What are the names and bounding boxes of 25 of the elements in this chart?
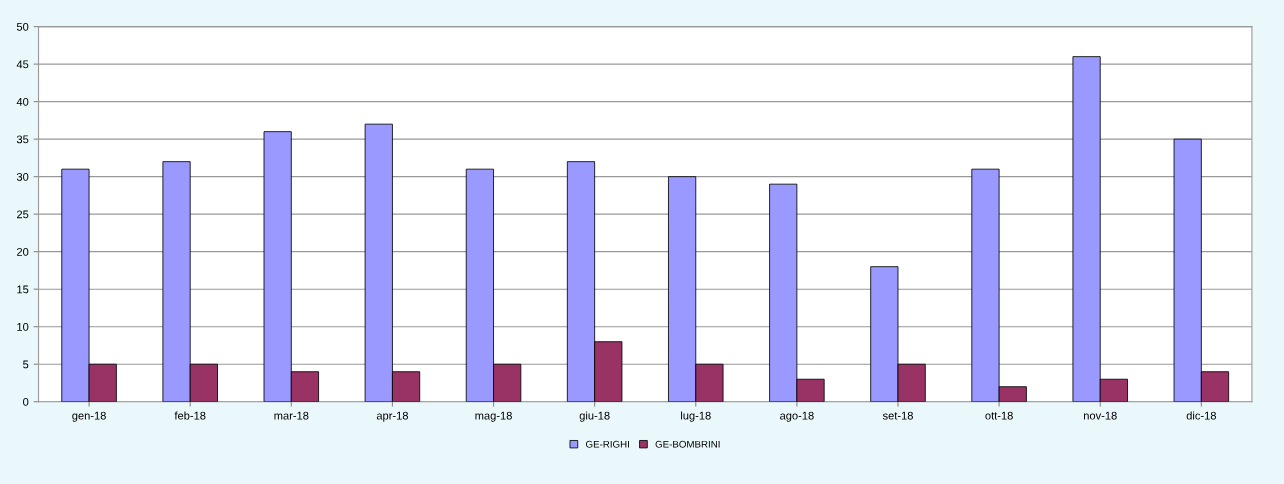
x-tick-label: giu-18 — [579, 411, 610, 422]
legend-label: GE-BOMBRINI — [655, 440, 720, 448]
y-tick-label: 35 — [16, 135, 29, 144]
y-tick-label: 50 — [16, 22, 29, 31]
y-tick-label: 45 — [16, 60, 29, 69]
x-tick-label: ott-18 — [985, 411, 1013, 420]
x-tick-label: nov-18 — [1083, 411, 1117, 420]
x-tick-label: gen-18 — [72, 411, 106, 422]
x-tick-label: ago-18 — [780, 411, 814, 422]
y-tick-label: 30 — [16, 172, 29, 181]
y-tick-label: 20 — [17, 247, 29, 256]
y-tick-label: 0 — [23, 397, 29, 406]
y-tick-label: 25 — [17, 210, 29, 219]
legend-label: GE-RIGHI — [586, 440, 629, 448]
x-tick-label: mag-18 — [475, 411, 512, 422]
x-tick-label: apr-18 — [376, 411, 408, 422]
y-tick-label: 40 — [16, 97, 29, 106]
y-tick-label: 15 — [17, 285, 29, 294]
x-tick-label: mar-18 — [274, 411, 309, 420]
y-tick-label: 10 — [17, 322, 29, 331]
x-tick-label: feb-18 — [174, 411, 206, 420]
y-tick-label: 5 — [23, 360, 29, 369]
x-tick-label: set-18 — [882, 411, 913, 420]
x-tick-label: lug-18 — [681, 411, 711, 422]
x-tick-label: dic-18 — [1186, 411, 1216, 420]
